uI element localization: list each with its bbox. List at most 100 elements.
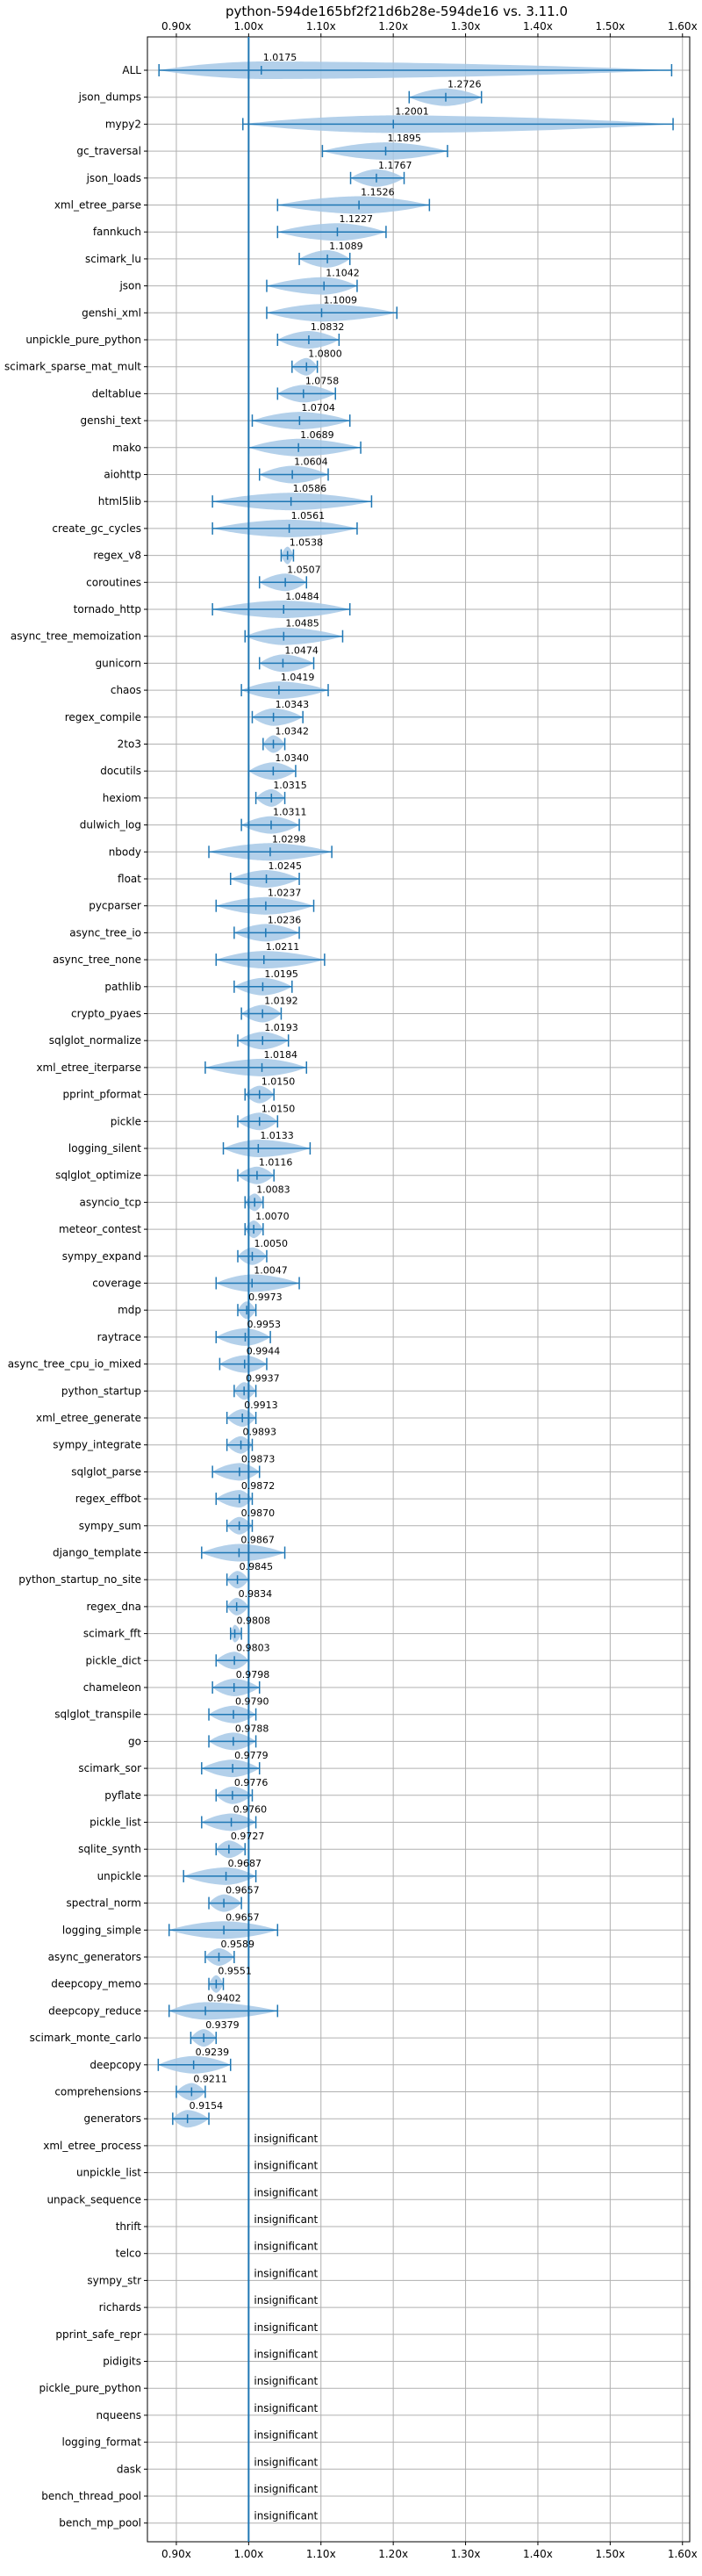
benchmark-label: sympy_sum: [79, 1520, 141, 1532]
benchmark-label: gunicorn: [96, 657, 141, 669]
mean-value-label: 1.0758: [305, 375, 340, 386]
benchmark-label: pycparser: [89, 900, 141, 912]
benchmark-label: json_loads: [86, 172, 141, 184]
benchmark-label: ALL: [122, 64, 141, 76]
mean-value-label: 1.2001: [395, 105, 429, 117]
grid-layer: [147, 37, 690, 2542]
mean-value-label: 1.0538: [290, 537, 324, 549]
plot-frame: [147, 36, 691, 2543]
mean-value-label: 1.1526: [361, 187, 395, 198]
benchmark-label: pyflate: [104, 1789, 141, 1802]
insignificant-label: insignificant: [254, 2375, 318, 2387]
benchmark-label: pathlib: [104, 981, 141, 993]
benchmark-label: deepcopy_reduce: [48, 2004, 141, 2017]
benchmark-label: thrift: [116, 2220, 142, 2233]
benchmark-label: pprint_pformat: [63, 1089, 142, 1101]
insignificant-label: insignificant: [254, 2483, 318, 2495]
benchmark-label: pickle_dict: [86, 1654, 142, 1666]
benchmark-label: pickle_pure_python: [39, 2382, 141, 2394]
benchmark-label: pidigits: [103, 2356, 141, 2368]
benchmark-label: logging_simple: [62, 1924, 141, 1936]
mean-value-label: 1.2726: [448, 79, 482, 90]
mean-value-label: 1.0484: [285, 591, 319, 602]
benchmark-label: telco: [116, 2248, 141, 2260]
benchmark-label: genshi_xml: [82, 306, 141, 319]
x-tick-label-top: 1.10x: [306, 20, 336, 32]
mean-value-label: 0.9913: [244, 1400, 278, 1411]
benchmark-label: dulwich_log: [80, 819, 141, 831]
mean-value-label: 1.0175: [263, 52, 297, 63]
mean-value-label: 1.0184: [264, 1049, 298, 1061]
mean-value-label: 0.9776: [234, 1777, 269, 1788]
insignificant-label: insignificant: [254, 2294, 318, 2306]
benchmark-label: deepcopy_memo: [51, 1978, 141, 1990]
mean-value-label: 0.9788: [235, 1723, 269, 1734]
mean-value-label: 0.9973: [248, 1292, 283, 1303]
benchmark-label: sqlglot_optimize: [55, 1169, 141, 1182]
mean-value-label: 1.0832: [311, 321, 345, 333]
mean-value-label: 1.0047: [254, 1265, 288, 1277]
benchmark-label: regex_v8: [93, 550, 141, 562]
mean-value-label: 0.9657: [226, 1885, 260, 1896]
benchmark-label: asyncio_tcp: [79, 1196, 141, 1208]
mean-value-label: 0.9873: [241, 1453, 276, 1464]
mean-value-label: 1.0507: [287, 564, 321, 575]
benchmark-label: async_tree_none: [53, 953, 141, 966]
mean-value-label: 0.9760: [233, 1804, 268, 1816]
mean-value-label: 0.9808: [237, 1615, 271, 1627]
mean-value-label: 1.0150: [261, 1076, 296, 1088]
mean-value-label: 1.0083: [256, 1184, 290, 1195]
benchmark-label: coroutines: [86, 576, 141, 588]
x-tick-label-top: 1.50x: [595, 20, 625, 32]
benchmark-label: regex_compile: [65, 711, 141, 723]
insignificant-label: insignificant: [254, 2321, 318, 2334]
mean-value-label: 0.9870: [241, 1507, 276, 1519]
benchmark-label: scimark_lu: [85, 253, 141, 265]
mean-value-label: 0.9154: [190, 2100, 224, 2112]
benchmark-label: django_template: [53, 1547, 141, 1559]
insignificant-label: insignificant: [254, 2349, 318, 2361]
benchmark-label: json_dumps: [78, 91, 141, 104]
benchmark-label: pickle: [111, 1115, 141, 1127]
benchmark-label: gc_traversal: [76, 145, 141, 157]
benchmark-label: scimark_monte_carlo: [30, 2032, 141, 2044]
mean-value-label: 0.9239: [196, 2047, 230, 2058]
mean-value-label: 0.9589: [220, 1939, 254, 1950]
x-tick-label-top: 0.90x: [161, 20, 191, 32]
benchmark-label: coverage: [92, 1277, 141, 1290]
benchmark-label: sympy_integrate: [53, 1439, 141, 1451]
mean-value-label: 0.9211: [193, 2074, 227, 2085]
mean-value-label: 1.1767: [378, 160, 412, 171]
mean-value-label: 0.9687: [228, 1858, 262, 1869]
mean-value-label: 1.1895: [388, 133, 422, 144]
x-tick-label-bottom: 1.00x: [233, 2548, 263, 2560]
mean-value-label: 1.0704: [301, 402, 335, 414]
benchmark-label: sqlglot_normalize: [49, 1034, 141, 1047]
mean-value-label: 0.9953: [247, 1319, 281, 1330]
benchmark-label: meteor_contest: [59, 1223, 141, 1235]
mean-value-label: 1.0245: [269, 860, 303, 872]
mean-value-label: 0.9867: [240, 1535, 275, 1546]
benchmark-label: html5lib: [98, 495, 141, 507]
benchmark-label: logging_format: [61, 2436, 141, 2449]
mean-value-label: 1.1042: [326, 268, 360, 279]
benchmark-label: async_generators: [48, 1951, 141, 1963]
benchmark-label: fannkuch: [93, 226, 141, 238]
benchmark-label: float: [118, 873, 141, 885]
benchmark-label: python_startup_no_site: [18, 1573, 141, 1586]
mean-value-label: 0.9937: [246, 1372, 280, 1384]
x-tick-label-top: 1.20x: [378, 20, 408, 32]
benchmark-label: genshi_text: [81, 414, 142, 427]
benchmark-label: spectral_norm: [66, 1897, 141, 1910]
benchmark-label: deepcopy: [90, 2059, 141, 2071]
mean-value-label: 0.9727: [231, 1831, 265, 1842]
benchmark-label: tornado_http: [74, 603, 141, 615]
mean-value-label: 1.0195: [264, 968, 298, 980]
benchmark-label: aiohttp: [104, 469, 141, 481]
benchmark-label: xml_etree_parse: [54, 199, 141, 212]
mean-value-label: 0.9379: [205, 2019, 240, 2031]
benchmark-label: go: [128, 1735, 141, 1747]
insignificant-label: insignificant: [254, 2456, 318, 2468]
